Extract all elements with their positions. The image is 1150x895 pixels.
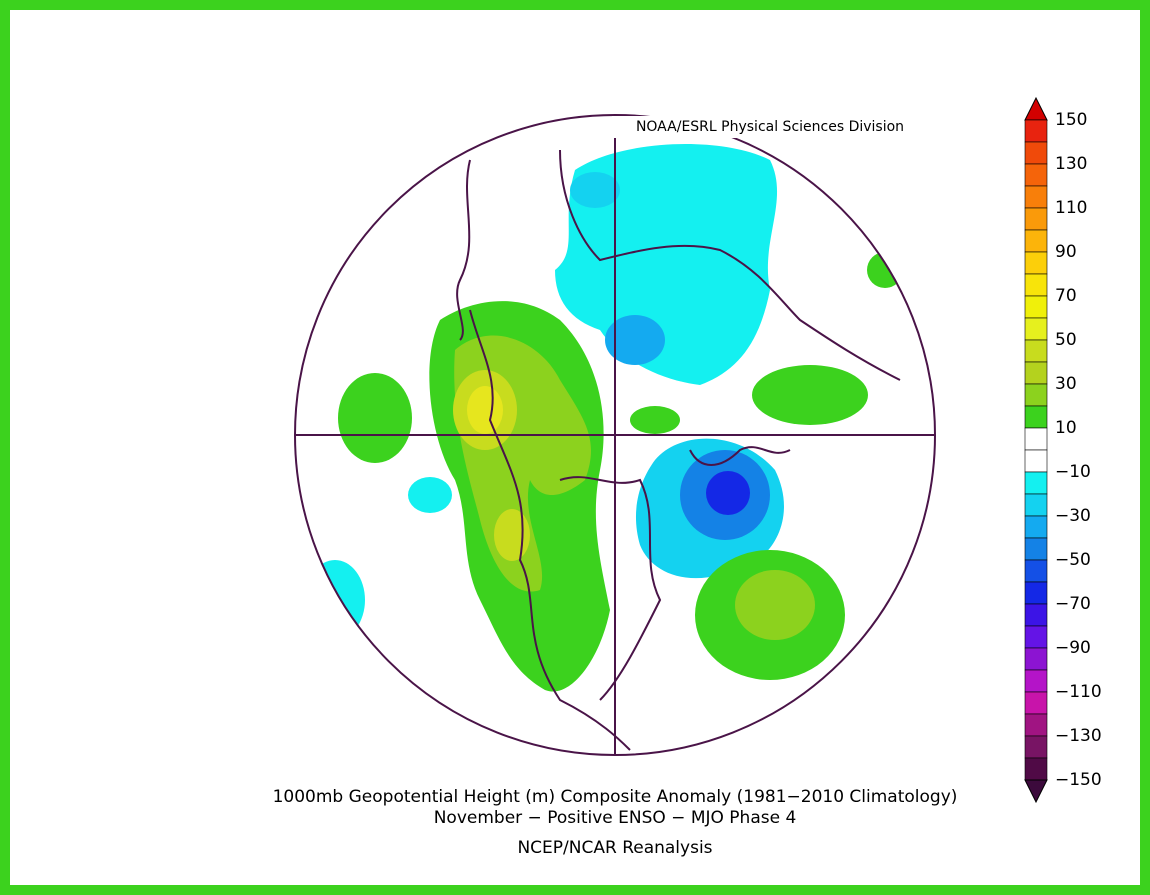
colorbar-label: −30 <box>1055 506 1091 526</box>
subtitle: November − Positive ENSO − MJO Phase 4 <box>434 808 797 828</box>
colorbar-label: −10 <box>1055 462 1091 482</box>
colorbar-box <box>1024 273 1048 297</box>
colorbar-label: 50 <box>1055 330 1077 350</box>
colorbar-box <box>1024 383 1048 407</box>
colorbar-box <box>1024 427 1048 451</box>
colorbar-box <box>1024 185 1048 209</box>
credit: NOAA/ESRL Physical Sciences Division <box>636 119 904 135</box>
colorbar-box <box>1024 691 1048 715</box>
colorbar-box <box>1024 449 1048 473</box>
colorbar-label: 70 <box>1055 286 1077 306</box>
colorbar-box <box>1024 229 1048 253</box>
colorbar-box <box>1024 251 1048 275</box>
colorbar-box <box>1024 119 1048 143</box>
colorbar-label: −110 <box>1055 682 1102 702</box>
colorbar-label: −150 <box>1055 770 1102 790</box>
title: 1000mb Geopotential Height (m) Composite… <box>273 787 958 807</box>
colorbar-box <box>1024 207 1048 231</box>
colorbar-box <box>1024 757 1048 781</box>
colorbar-box <box>1024 361 1048 385</box>
colorbar-box <box>1024 581 1048 605</box>
colorbar-box <box>1024 603 1048 627</box>
colorbar-box <box>1024 735 1048 759</box>
colorbar-box <box>1024 339 1048 363</box>
colorbar-box <box>1024 493 1048 517</box>
map <box>295 115 935 755</box>
colorbar-box <box>1024 647 1048 671</box>
colorbar-box <box>1024 317 1048 341</box>
colorbar-label: 10 <box>1055 418 1077 438</box>
colorbar-label: −90 <box>1055 638 1091 658</box>
colorbar-label: −50 <box>1055 550 1091 570</box>
colorbar-box <box>1024 537 1048 561</box>
colorbar-label: −130 <box>1055 726 1102 746</box>
map-border <box>294 114 936 756</box>
colorbar-box <box>1024 625 1048 649</box>
source: NCEP/NCAR Reanalysis <box>517 838 712 858</box>
colorbar-label: 110 <box>1055 198 1087 218</box>
colorbar-box <box>1024 295 1048 319</box>
colorbar-box <box>1024 471 1048 495</box>
colorbar-label: 150 <box>1055 110 1087 130</box>
colorbar-box <box>1024 559 1048 583</box>
colorbar-box <box>1024 515 1048 539</box>
colorbar-box <box>1024 713 1048 737</box>
credit-bg <box>612 116 930 138</box>
colorbar-box <box>1024 405 1048 429</box>
colorbar: 150 130 110 90 70 50 30 10 −10 −30 −50 −70 −90 −110 −1… <box>1024 96 1102 804</box>
colorbar-label: 130 <box>1055 154 1087 174</box>
colorbar-box <box>1024 669 1048 693</box>
colorbar-box <box>1024 163 1048 187</box>
colorbar-box <box>1024 141 1048 165</box>
colorbar-label: 30 <box>1055 374 1077 394</box>
colorbar-label: −70 <box>1055 594 1091 614</box>
colorbar-label: 90 <box>1055 242 1077 262</box>
colorbar-bottom <box>1024 779 1048 804</box>
